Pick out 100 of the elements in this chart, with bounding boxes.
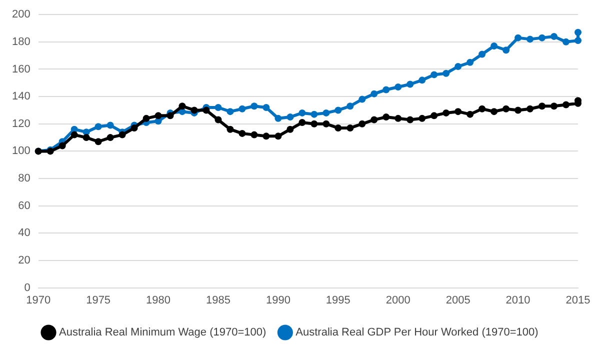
point (70, 131, 78, 138)
x-tick-label: 2010 (506, 294, 530, 306)
point (142, 114, 150, 122)
point (262, 132, 270, 140)
y-tick-label: 180 (12, 36, 30, 48)
point (526, 36, 534, 43)
point (442, 70, 450, 77)
point (154, 112, 162, 120)
point (490, 42, 498, 50)
point (562, 101, 570, 108)
point (106, 134, 114, 142)
point (346, 102, 354, 110)
y-tick-label: 200 (12, 8, 30, 21)
point (310, 120, 318, 128)
point (478, 105, 486, 112)
y-tick-label: 0 (24, 282, 30, 294)
point (382, 86, 390, 94)
x-tick-label: 2005 (446, 294, 470, 306)
point (490, 108, 498, 116)
y-tick-label: 120 (12, 118, 30, 130)
point (322, 109, 330, 116)
point (94, 138, 102, 146)
y-tick-label: 80 (18, 172, 30, 185)
point (274, 114, 282, 122)
point (454, 63, 462, 70)
point (130, 124, 138, 132)
point (226, 108, 234, 116)
x-tick-label: 2000 (386, 294, 410, 306)
point (250, 131, 258, 138)
y-tick-label: 20 (18, 254, 30, 267)
x-tick-label: 1980 (146, 294, 171, 306)
point (274, 132, 282, 140)
point (394, 84, 402, 90)
point (382, 114, 390, 121)
point (178, 102, 186, 110)
point (574, 37, 582, 44)
point (94, 123, 102, 130)
point (106, 122, 114, 129)
point (286, 114, 294, 121)
point (526, 105, 534, 112)
point (406, 116, 414, 124)
x-tick-label: 2015 (566, 294, 590, 306)
point (214, 104, 222, 111)
point (394, 114, 402, 122)
point (358, 96, 366, 103)
point (454, 108, 462, 116)
point (226, 126, 234, 133)
x-tick-label: 1985 (206, 294, 230, 306)
point (202, 106, 210, 114)
point (58, 142, 66, 150)
point (466, 58, 474, 66)
point (574, 28, 582, 36)
point (418, 114, 426, 122)
y-tick-label: 60 (18, 200, 30, 212)
y-tick-label: 40 (18, 227, 30, 240)
point (238, 130, 246, 137)
point (550, 102, 558, 110)
y-tick-label: 100 (12, 145, 30, 158)
y-tick-label: 160 (12, 63, 30, 76)
point (118, 131, 126, 138)
point (406, 80, 414, 88)
legend-label: Australia Real GDP Per Hour Worked (1970=100) (296, 326, 538, 339)
point (502, 105, 510, 112)
point (238, 105, 246, 112)
point (430, 112, 438, 120)
point (562, 38, 570, 46)
point (346, 124, 354, 132)
x-tick-label: 1970 (26, 294, 51, 306)
point (298, 119, 306, 126)
point (538, 102, 546, 110)
point (82, 134, 90, 142)
point (166, 112, 174, 120)
point (358, 120, 366, 128)
point (334, 124, 342, 132)
point (214, 116, 222, 124)
y-tick-label: 140 (12, 90, 30, 103)
x-tick-label: 1975 (86, 294, 111, 306)
point (310, 110, 318, 118)
point (370, 90, 378, 98)
point (190, 106, 198, 114)
point (478, 50, 486, 58)
point (418, 76, 426, 84)
point (298, 109, 306, 116)
point (538, 34, 546, 42)
point (550, 32, 558, 40)
point (334, 106, 342, 114)
point (250, 102, 258, 110)
point (514, 106, 522, 114)
point (514, 34, 522, 42)
point (466, 110, 474, 118)
point (502, 46, 510, 54)
point (322, 120, 330, 128)
legend-label: Australia Real Minimum Wage (1970=100) (59, 326, 266, 339)
x-tick-label: 1995 (326, 294, 350, 306)
x-tick-label: 1990 (266, 294, 290, 306)
point (442, 109, 450, 116)
point (262, 104, 270, 111)
point (430, 71, 438, 78)
point (286, 126, 294, 133)
point (370, 116, 378, 124)
